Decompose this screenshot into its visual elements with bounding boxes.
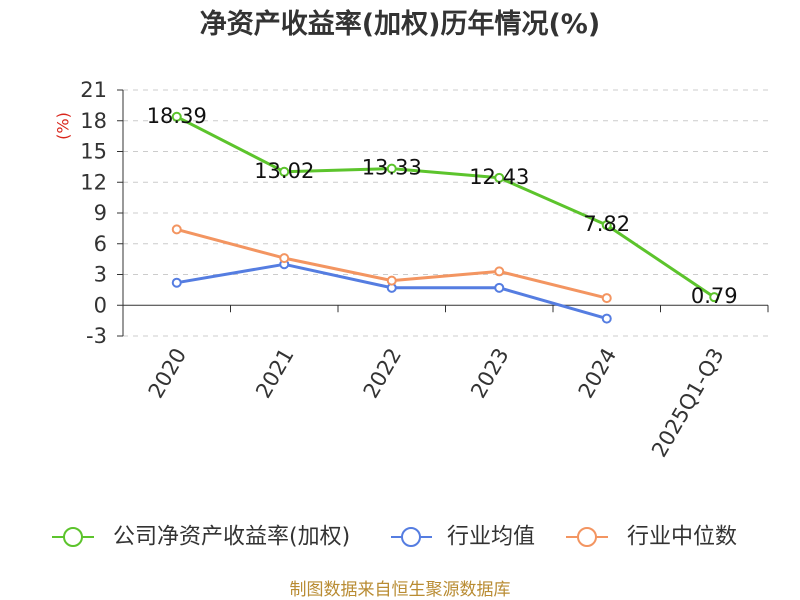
company-roe-value-label: 12.43	[469, 165, 529, 189]
company-roe-value-label: 18.39	[147, 104, 207, 128]
industry-median-point	[601, 293, 612, 304]
company-roe-point	[279, 166, 290, 177]
y-tick-label: 0	[94, 293, 107, 317]
company-roe-value-label: 7.82	[583, 212, 630, 236]
legend-marker-industry-median	[577, 527, 597, 547]
industry-mean-point	[171, 277, 182, 288]
y-tick-label: 12	[80, 170, 107, 194]
legend-item-industry-mean[interactable]: 行业均值	[391, 525, 535, 550]
company-roe-value-label: 13.33	[362, 156, 422, 180]
company-roe-line	[175, 115, 716, 299]
legend-item-company-roe[interactable]: 公司净资产收益率(加权)	[52, 525, 350, 550]
industry-median-point	[171, 224, 182, 235]
company-roe-point	[386, 163, 397, 174]
y-tick-label: 6	[94, 232, 107, 256]
company-roe-point	[171, 111, 182, 122]
legend-label-company-roe: 公司净资产收益率(加权)	[113, 525, 350, 550]
company-roe-point	[709, 292, 720, 303]
industry-median-point	[494, 266, 505, 277]
y-tick-label: 3	[94, 263, 107, 287]
source-footer: 制图数据来自恒生聚源数据库	[290, 580, 511, 600]
chart-title: 净资产收益率(加权)历年情况(%)	[200, 8, 600, 40]
company-roe-value-label: 13.02	[254, 159, 314, 183]
company-roe-point	[494, 172, 505, 183]
legend-item-industry-median[interactable]: 行业中位数	[566, 525, 737, 550]
company-roe-value-label: 0.79	[691, 284, 738, 308]
y-tick-label: -3	[86, 324, 107, 348]
legend-marker-industry-mean	[401, 527, 421, 547]
industry-median-point	[279, 253, 290, 264]
legend: 公司净资产收益率(加权) 行业均值 行业中位数	[52, 525, 737, 550]
legend-label-industry-mean: 行业均值	[447, 525, 535, 550]
legend-label-industry-median: 行业中位数	[627, 525, 737, 550]
company-roe-point	[601, 220, 612, 231]
industry-median-point	[386, 275, 397, 286]
industry-mean-point	[601, 313, 612, 324]
industry-mean-point	[494, 282, 505, 293]
y-tick-label: 15	[80, 140, 107, 164]
y-axis-label: (%)	[54, 112, 73, 140]
y-tick-label: 18	[80, 109, 107, 133]
legend-marker-company-roe	[63, 527, 83, 547]
y-tick-label: 21	[80, 78, 107, 102]
y-tick-label: 9	[94, 201, 107, 225]
series-lines	[171, 111, 720, 324]
data-labels: 18.39 13.02 13.33 12.43 7.82 0.79	[147, 104, 738, 308]
